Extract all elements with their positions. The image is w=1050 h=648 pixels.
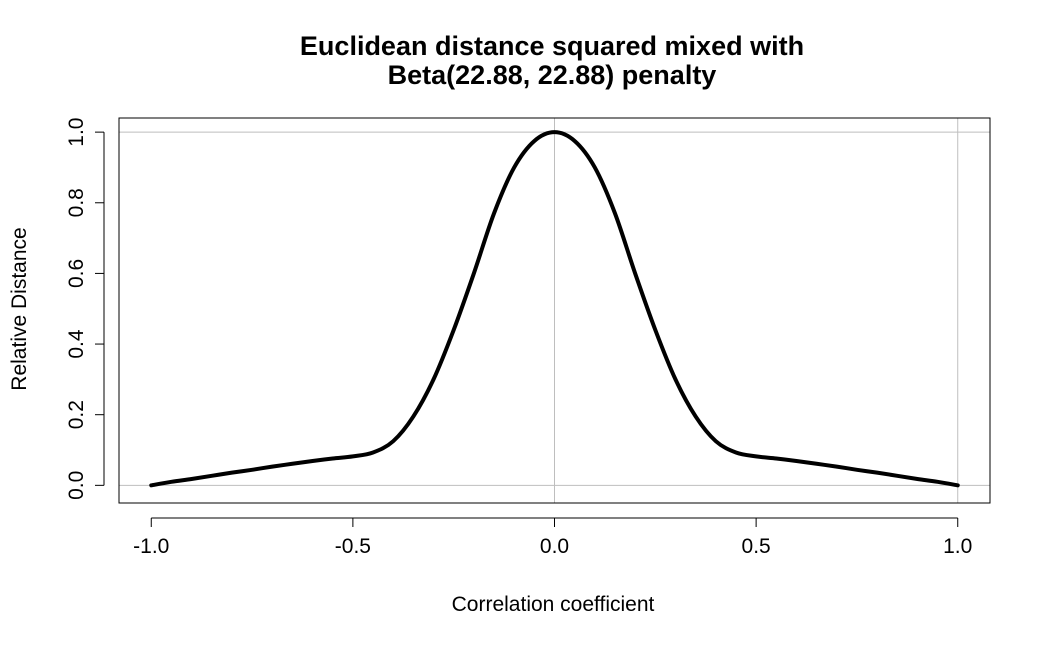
grid-lines xyxy=(119,118,990,503)
series-line-0 xyxy=(149,130,960,488)
x-axis: -1.0 -0.5 0.0 0.5 1.0 xyxy=(133,517,972,558)
y-axis: 0.0 0.2 0.4 0.6 0.8 1.0 xyxy=(65,118,105,500)
x-tick-label: 0.5 xyxy=(742,535,771,558)
chart-title-line-1: Euclidean distance squared mixed with xyxy=(300,31,804,61)
plot-frame xyxy=(118,117,991,504)
x-axis-label: Correlation coefficient xyxy=(452,593,655,616)
y-tick-label: 0.6 xyxy=(65,259,88,288)
y-axis-label: Relative Distance xyxy=(8,227,31,390)
x-tick-label: -1.0 xyxy=(133,535,169,558)
y-tick-label: 0.8 xyxy=(65,188,88,217)
y-tick-label: 1.0 xyxy=(65,118,88,147)
x-tick-label: -0.5 xyxy=(335,535,371,558)
data-series xyxy=(149,130,960,488)
chart-title-line-2: Beta(22.88, 22.88) penalty xyxy=(388,60,717,90)
y-tick-label: 0.0 xyxy=(65,471,88,500)
x-tick-label: 1.0 xyxy=(943,535,972,558)
y-tick-label: 0.2 xyxy=(65,400,88,429)
y-tick-label: 0.4 xyxy=(65,329,88,359)
x-tick-label: 0.0 xyxy=(540,535,569,558)
